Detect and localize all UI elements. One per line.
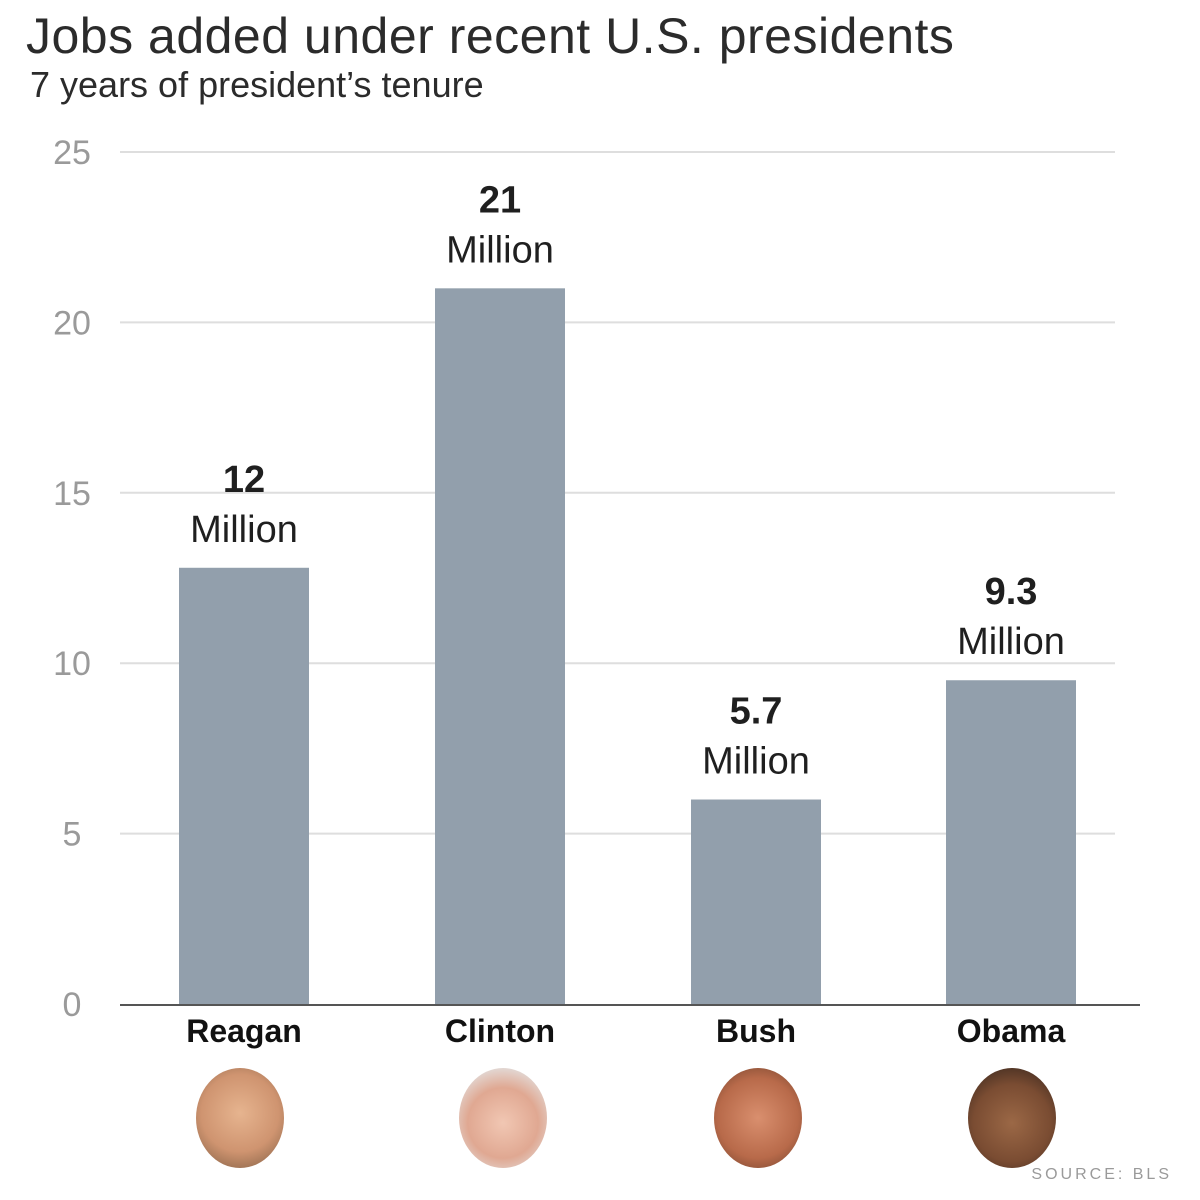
source-note: SOURCE: BLS [1031,1166,1172,1183]
obama-portrait-icon [968,1068,1056,1168]
reagan-portrait-icon [196,1068,284,1168]
data-label-value: 5.7 [730,691,783,733]
bar-bush [691,799,821,1004]
y-tick-label: 0 [63,986,82,1024]
data-label-unit: Million [702,741,810,783]
x-tick-label: Reagan [186,1013,302,1049]
y-tick-label: 20 [53,304,91,342]
data-label-value: 9.3 [985,571,1038,613]
data-label-unit: Million [190,509,298,551]
y-tick-label: 10 [53,645,91,683]
data-label-value: 12 [223,459,265,501]
x-tick-label: Clinton [445,1013,555,1049]
y-tick-label: 5 [63,816,82,854]
bar-clinton [435,288,565,1004]
bar-obama [946,680,1076,1004]
data-label-unit: Million [446,229,554,271]
chart-title: Jobs added under recent U.S. presidents [26,8,955,64]
y-tick-label: 25 [53,134,91,172]
bush-portrait-icon [714,1068,802,1168]
clinton-portrait-icon [459,1068,547,1168]
chart-subtitle: 7 years of president’s tenure [30,64,484,105]
y-tick-label: 15 [53,475,91,513]
data-label-unit: Million [957,621,1065,663]
x-tick-label: Obama [957,1013,1066,1049]
bar-reagan [179,567,309,1004]
x-tick-label: Bush [716,1013,796,1049]
data-label-value: 21 [479,179,521,221]
